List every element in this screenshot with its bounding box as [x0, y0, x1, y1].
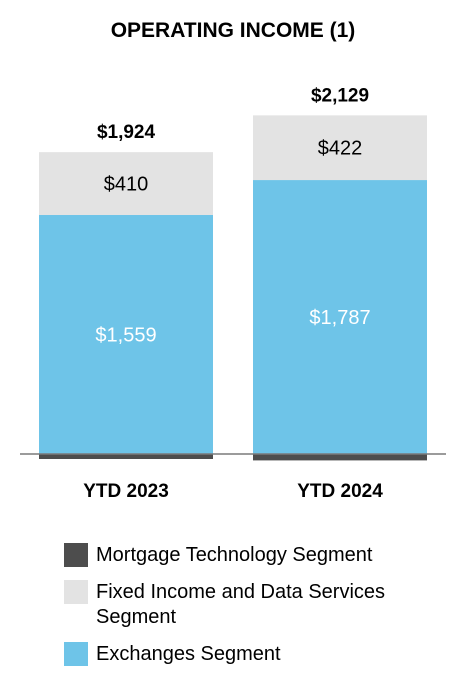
bar-mortgage-technology-segment-ytd-2024	[253, 454, 427, 461]
chart-legend: Mortgage Technology Segment Fixed Income…	[64, 543, 454, 679]
legend-swatch-mortgage-technology	[64, 543, 88, 567]
bars-group: $1,559 $410 $1,924 $1,787 $422 $2,129	[39, 85, 427, 461]
bar-fixed-income-and-data-services-segment-ytd-2023	[39, 152, 213, 216]
legend-label-fixed-income: Fixed Income and Data Services Segment	[96, 581, 386, 628]
total-label-ytd-2024: $2,129	[311, 85, 369, 106]
legend-item-mortgage-technology: Mortgage Technology Segment	[64, 543, 454, 568]
bar-exchanges-segment-ytd-2024	[253, 180, 427, 454]
value-label-exchanges-segment-ytd-2024: $1,787	[309, 307, 370, 329]
legend-swatch-exchanges	[64, 642, 88, 666]
bar-mortgage-technology-segment-ytd-2023	[39, 454, 213, 459]
category-label-ytd-2023: YTD 2023	[83, 481, 169, 502]
value-label-fixed-income-and-data-services-segment-ytd-2023: $410	[104, 174, 149, 196]
legend-item-fixed-income: Fixed Income and Data Services Segment	[64, 580, 454, 630]
total-label-ytd-2023: $1,924	[97, 122, 156, 143]
legend-item-exchanges: Exchanges Segment	[64, 642, 454, 667]
value-label-exchanges-segment-ytd-2023: $1,559	[95, 325, 156, 347]
chart-title: OPERATING INCOME (1)	[111, 19, 356, 42]
value-label-fixed-income-and-data-services-segment-ytd-2024: $422	[318, 138, 363, 160]
legend-label-exchanges: Exchanges Segment	[96, 643, 281, 665]
category-label-ytd-2024: YTD 2024	[297, 481, 383, 502]
operating-income-chart: OPERATING INCOME (1) $1,559$410$1,924$1,…	[20, 19, 446, 502]
legend-swatch-fixed-income	[64, 580, 88, 604]
legend-label-mortgage-technology: Mortgage Technology Segment	[96, 544, 373, 566]
bar-fixed-income-and-data-services-segment-ytd-2024	[253, 115, 427, 181]
bar-exchanges-segment-ytd-2023	[39, 215, 213, 454]
